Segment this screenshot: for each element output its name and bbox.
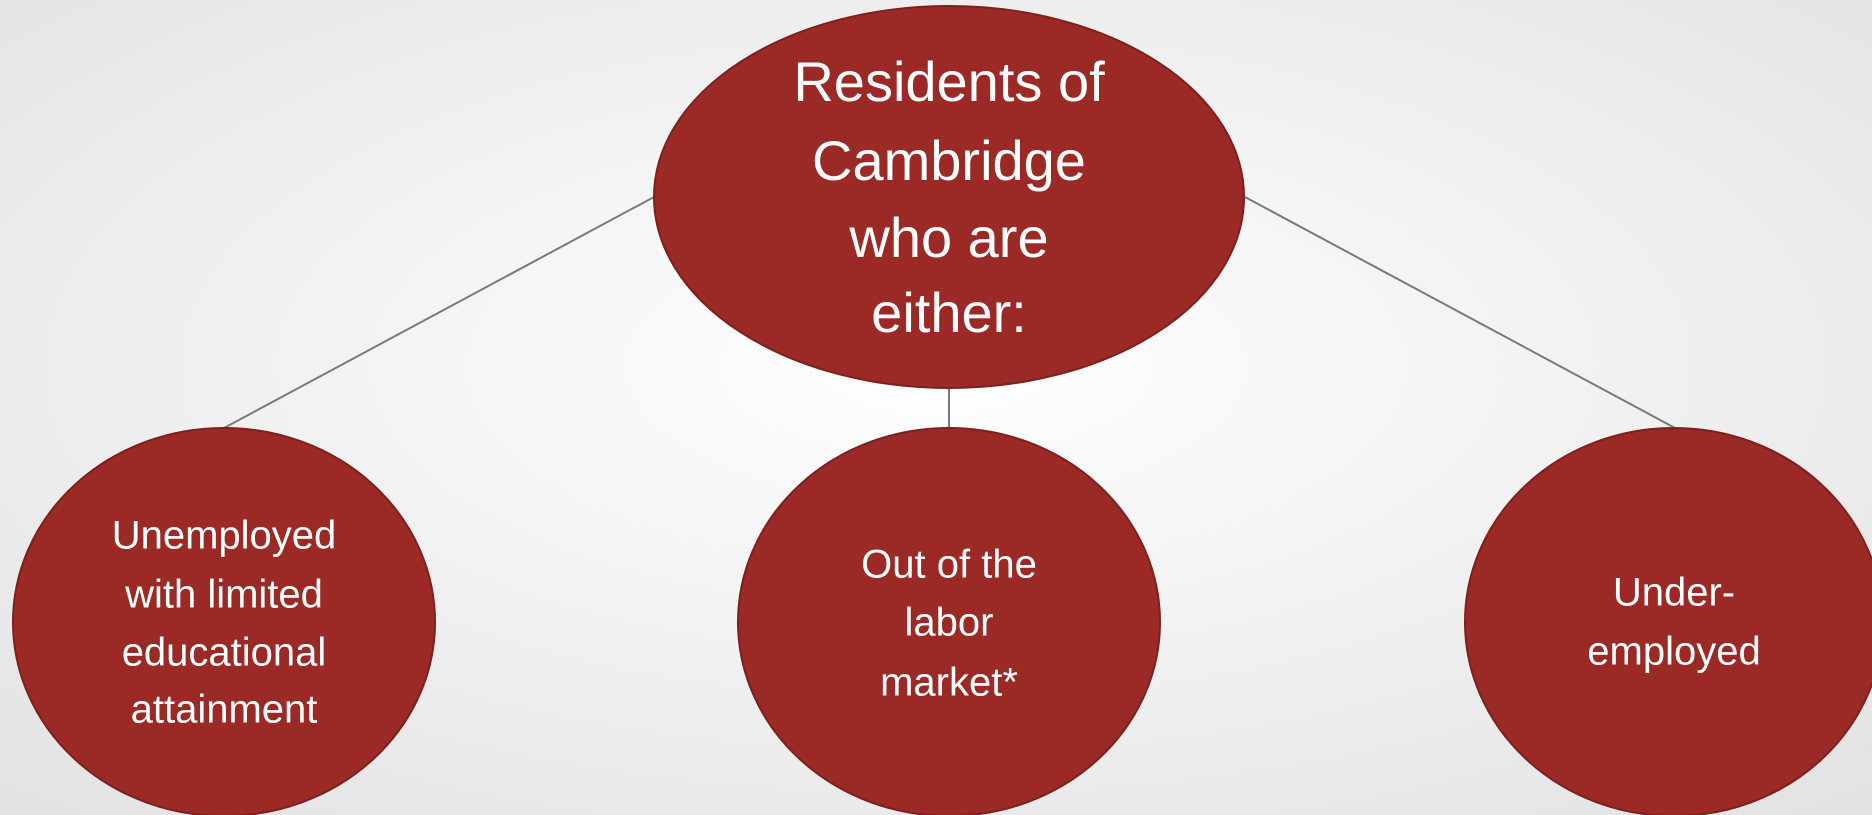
child-node: Unemployed with limited educational atta… bbox=[12, 427, 436, 815]
node-shape bbox=[12, 427, 436, 815]
node-shape bbox=[653, 5, 1245, 389]
node-text: Cambridge bbox=[812, 129, 1086, 192]
root-node: Residents of Cambridge who are either: bbox=[653, 5, 1245, 389]
node-text: either: bbox=[871, 281, 1027, 344]
node-text: educational bbox=[122, 631, 327, 675]
node-text: employed bbox=[1587, 630, 1760, 674]
node-text: labor bbox=[905, 601, 994, 645]
node-text: with limited bbox=[124, 573, 323, 617]
node-text: who are bbox=[848, 206, 1048, 269]
node-shape bbox=[1464, 427, 1872, 815]
connector bbox=[223, 196, 655, 429]
node-text: Unemployed bbox=[112, 514, 337, 558]
connector bbox=[1244, 196, 1676, 429]
node-text: Out of the bbox=[861, 543, 1037, 587]
node-text: Residents of bbox=[793, 50, 1105, 113]
child-node: Under- employed bbox=[1464, 427, 1872, 815]
node-text: attainment bbox=[131, 688, 318, 732]
node-shape bbox=[737, 427, 1161, 815]
child-node: Out of the labor market* bbox=[737, 427, 1161, 815]
node-text: market* bbox=[880, 661, 1018, 705]
node-text: Under- bbox=[1613, 571, 1735, 615]
